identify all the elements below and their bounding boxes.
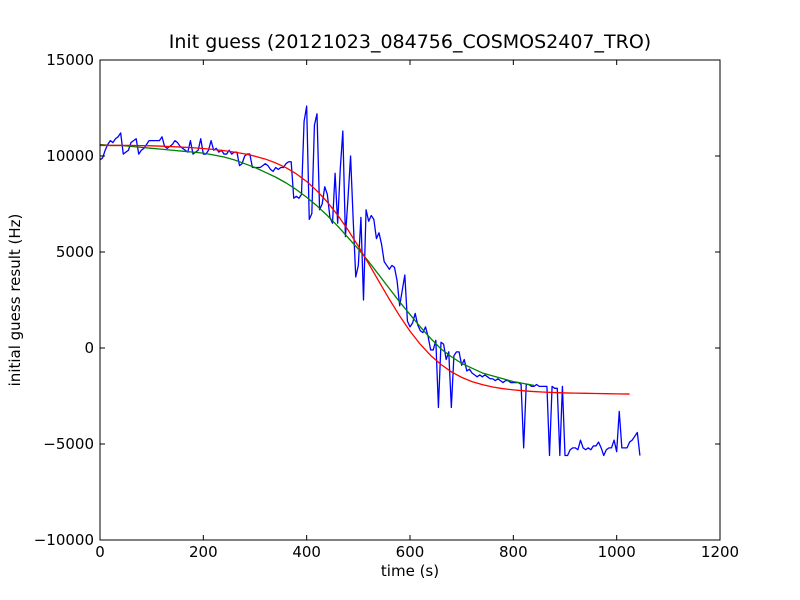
x-tick-label: 200: [189, 543, 218, 561]
x-tick-label: 400: [292, 543, 321, 561]
y-tick-label: 5000: [56, 243, 94, 261]
x-tick-label: 600: [396, 543, 425, 561]
red-series-line: [100, 144, 630, 395]
y-tick-label: 10000: [46, 147, 94, 165]
x-tick-label: 1200: [701, 543, 739, 561]
green-series-line: [99, 143, 535, 387]
x-tick-label: 0: [95, 543, 105, 561]
x-tick-label: 800: [499, 543, 528, 561]
y-tick-label: −5000: [43, 435, 94, 453]
y-tick-label: −10000: [34, 531, 94, 549]
chart-title: Init guess (20121023_084756_COSMOS2407_T…: [169, 31, 651, 53]
series-layer: [99, 105, 641, 457]
y-axis-label: initial guess result (Hz): [6, 214, 24, 387]
y-tick-label: 15000: [46, 51, 94, 69]
x-tick-label: 1000: [598, 543, 636, 561]
y-tick-label: 0: [84, 339, 94, 357]
x-axis-label: time (s): [381, 562, 439, 580]
plot-area: [100, 60, 720, 540]
blue-series-line: [99, 105, 641, 457]
tick-layer: 0 200 400 600 800 1000 1200 −10000 −5000 0 5000 100…: [34, 51, 739, 561]
